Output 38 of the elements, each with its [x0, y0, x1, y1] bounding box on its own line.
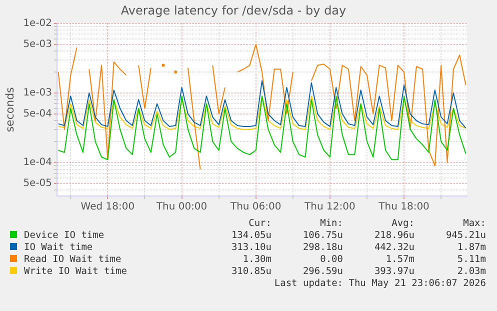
text: 1.30m — [242, 254, 272, 266]
text: 442.32u — [373, 242, 414, 254]
chart-title: Average latency for /dev/sda - by day — [120, 3, 346, 18]
text: 2.03m — [456, 266, 486, 278]
text: 393.97u — [373, 266, 414, 278]
x-tick-label: Thu 06:00 — [229, 202, 282, 213]
text: 945.21u — [444, 230, 486, 242]
x-tick-label: Thu 18:00 — [378, 202, 430, 213]
text: Avg: — [390, 218, 414, 230]
legend-label: Read IO Wait time — [23, 254, 122, 266]
text: Last update: Thu May 21 23:06:07 2026 — [273, 278, 486, 290]
text: 1.57m — [384, 254, 414, 266]
text: 0.00 — [319, 254, 343, 266]
y-tick-label: 5e-03 — [23, 38, 52, 50]
legend-label: Write IO Wait time — [23, 266, 128, 278]
text: 313.10u — [230, 242, 272, 254]
text: Max: — [462, 218, 486, 230]
text: Min: — [319, 218, 343, 230]
y-tick-label: 1e-02 — [23, 18, 52, 29]
text: 134.05u — [230, 230, 272, 242]
y-tick-label: 1e-03 — [23, 88, 52, 99]
x-tick-label: Thu 00:00 — [155, 202, 208, 213]
text: 5.11m — [456, 254, 486, 266]
x-tick-label: Wed 18:00 — [80, 202, 135, 213]
y-axis-title: seconds — [3, 86, 16, 132]
text: 218.96u — [373, 230, 414, 242]
legend-label: Device IO time — [23, 230, 106, 242]
y-tick-label: 1e-04 — [23, 157, 52, 168]
text: 1.87m — [456, 242, 486, 254]
legend-label: IO Wait time — [23, 242, 94, 254]
text: 106.75u — [302, 230, 343, 242]
text: Cur: — [248, 218, 272, 230]
y-tick-label: 5e-04 — [23, 108, 52, 120]
text: 296.59u — [302, 266, 343, 278]
x-tick-label: Thu 12:00 — [304, 202, 356, 213]
text: 310.85u — [230, 266, 272, 278]
y-tick-label: 5e-05 — [23, 178, 52, 190]
text: 298.18u — [302, 242, 343, 254]
